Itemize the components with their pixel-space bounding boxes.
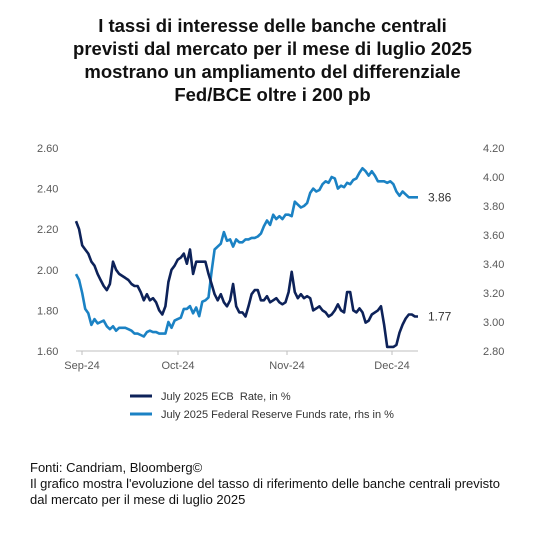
fed-end-label: 3.86 — [428, 190, 452, 204]
ecb-end-label: 1.77 — [428, 309, 452, 323]
x-tick-label: Oct-24 — [161, 360, 194, 372]
chart-caption: Il grafico mostra l'evoluzione del tasso… — [30, 476, 500, 507]
left-tick-label: 2.40 — [37, 184, 58, 196]
source-note: Fonti: Candriam, Bloomberg© — [30, 460, 203, 475]
title-line-3: mostrano un ampliamento del differenzial… — [84, 61, 461, 82]
right-tick-label: 3.80 — [483, 201, 504, 213]
left-tick-label: 1.80 — [37, 305, 58, 317]
left-axis-ticks: 1.60 1.80 2.00 2.20 2.40 2.60 — [37, 143, 58, 358]
title-line-1: I tassi di interesse delle banche centra… — [98, 15, 447, 36]
left-tick-label: 2.60 — [37, 143, 58, 155]
title-line-2: previsti dal mercato per il mese di lugl… — [73, 38, 472, 59]
right-axis-ticks: 2.80 3.00 3.20 3.40 3.60 3.80 4.00 4.20 — [483, 143, 504, 358]
rates-line-chart: 1.60 1.80 2.00 2.20 2.40 2.60 2.80 3.00 3.20 3.4… — [37, 143, 504, 421]
legend-fed-label: July 2025 Federal Reserve Funds rate, rh… — [161, 409, 394, 421]
ecb-series-line — [74, 220, 418, 349]
right-tick-label: 3.60 — [483, 230, 504, 242]
x-axis-ticks: Sep-24 Oct-24 Nov-24 Dec-24 — [64, 351, 410, 372]
right-tick-label: 3.20 — [483, 288, 504, 300]
legend: July 2025 ECB Rate, in % July 2025 Feder… — [130, 391, 394, 421]
x-tick-label: Nov-24 — [269, 360, 304, 372]
x-tick-label: Sep-24 — [64, 360, 99, 372]
footer: Fonti: Candriam, Bloomberg© Il grafico m… — [30, 460, 500, 508]
title-line-4: Fed/BCE oltre i 200 pb — [174, 84, 371, 105]
left-tick-label: 2.00 — [37, 265, 58, 277]
chart-title: I tassi di interesse delle banche centra… — [0, 14, 545, 106]
left-tick-label: 1.60 — [37, 346, 58, 358]
right-tick-label: 2.80 — [483, 346, 504, 358]
x-tick-label: Dec-24 — [374, 360, 409, 372]
left-tick-label: 2.20 — [37, 224, 58, 236]
legend-ecb-label: July 2025 ECB Rate, in % — [161, 391, 291, 403]
fed-series-line — [74, 167, 418, 338]
right-tick-label: 4.00 — [483, 172, 504, 184]
right-tick-label: 3.40 — [483, 259, 504, 271]
right-tick-label: 3.00 — [483, 317, 504, 329]
right-tick-label: 4.20 — [483, 143, 504, 155]
